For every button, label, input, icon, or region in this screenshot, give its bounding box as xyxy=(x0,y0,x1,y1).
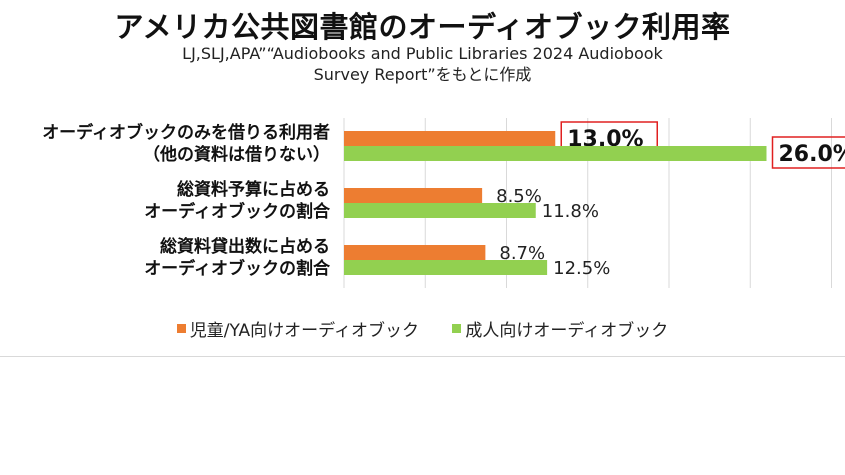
legend-label-children: 児童/YA向けオーディオブック xyxy=(189,321,419,341)
legend-item-adult: 成人向けオーディオブック xyxy=(452,316,668,341)
chart-title: アメリカ公共図書館のオーディオブック利用率 xyxy=(114,10,731,44)
category-label-1-1: オーディオブックの割合 xyxy=(144,201,331,222)
bottom-divider xyxy=(0,356,845,357)
data-label-adult-1: 11.8% xyxy=(542,201,599,222)
legend: 児童/YA向けオーディオブック 成人向けオーディオブック xyxy=(0,316,845,341)
data-label-children-1: 8.5% xyxy=(496,186,542,207)
data-label-adult-0: 26.0% xyxy=(779,142,845,167)
data-label-children-2: 8.7% xyxy=(499,243,545,264)
category-label-0-0: オーディオブックのみを借りる利用者 xyxy=(42,122,330,143)
bar-children-0 xyxy=(344,131,556,146)
legend-label-adult: 成人向けオーディオブック xyxy=(465,321,669,341)
category-label-2-0: 総資料貸出数に占める xyxy=(160,236,330,257)
bar-adult-0 xyxy=(344,146,767,161)
chart-subtitle: LJ,SLJ,APA”“Audiobooks and Public Librar… xyxy=(150,43,695,85)
data-label-adult-2: 12.5% xyxy=(553,258,610,279)
highlight-box-adult xyxy=(771,136,845,169)
category-label-0-1: （他の資料は借りない） xyxy=(143,144,330,165)
bar-children-2 xyxy=(344,245,486,260)
category-label-1-0: 総資料予算に占める xyxy=(177,179,330,200)
bar-adult-1 xyxy=(344,203,536,218)
subtitle-line-1: LJ,SLJ,APA”“Audiobooks and Public Librar… xyxy=(182,44,663,63)
subtitle-line-2: Survey Report”をもとに作成 xyxy=(313,65,532,84)
legend-item-children: 児童/YA向けオーディオブック xyxy=(176,316,419,341)
bar-adult-2 xyxy=(344,260,548,275)
legend-swatch-children xyxy=(176,324,186,333)
category-label-2-1: オーディオブックの割合 xyxy=(144,258,331,279)
bar-children-1 xyxy=(344,188,483,203)
legend-swatch-adult xyxy=(452,324,462,333)
